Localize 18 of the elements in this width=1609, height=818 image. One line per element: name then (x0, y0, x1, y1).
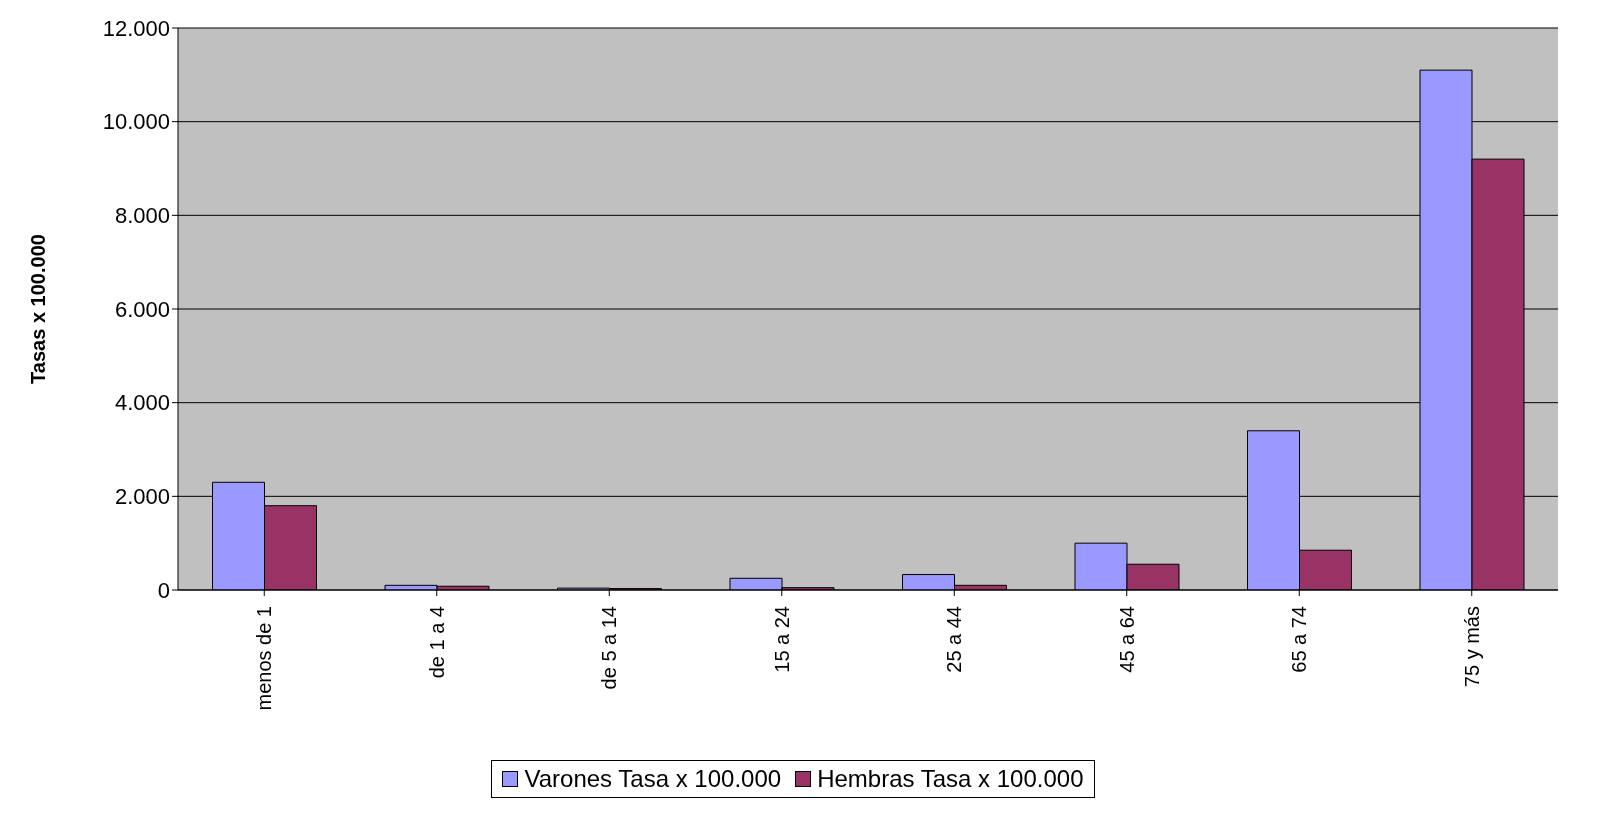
x-tick-label: de 1 a 4 (425, 606, 448, 679)
y-tick-label: 2.000 (114, 484, 170, 510)
y-tick-label: 4.000 (114, 390, 170, 416)
y-axis-title: Tasas x 100.000 (27, 234, 50, 384)
x-tick-label: 45 a 64 (1115, 606, 1138, 673)
x-tick-label: de 5 a 14 (598, 606, 621, 690)
x-tick-label: 25 a 44 (943, 606, 966, 673)
x-tick-label: 75 y más (1460, 606, 1483, 688)
y-tick-label: 0 (157, 577, 170, 603)
x-tick-label: menos de 1 (253, 606, 276, 711)
y-tick-label: 12.000 (102, 15, 170, 41)
y-tick-label: 8.000 (114, 203, 170, 229)
legend-label: Varones Tasa x 100.000 (523, 765, 782, 793)
x-tick-label: 15 a 24 (770, 606, 793, 673)
legend-label: Hembras Tasa x 100.000 (816, 765, 1084, 793)
x-tick-label: 65 a 74 (1288, 606, 1311, 673)
y-tick-label: 10.000 (102, 109, 170, 135)
y-tick-label: 6.000 (114, 296, 170, 322)
